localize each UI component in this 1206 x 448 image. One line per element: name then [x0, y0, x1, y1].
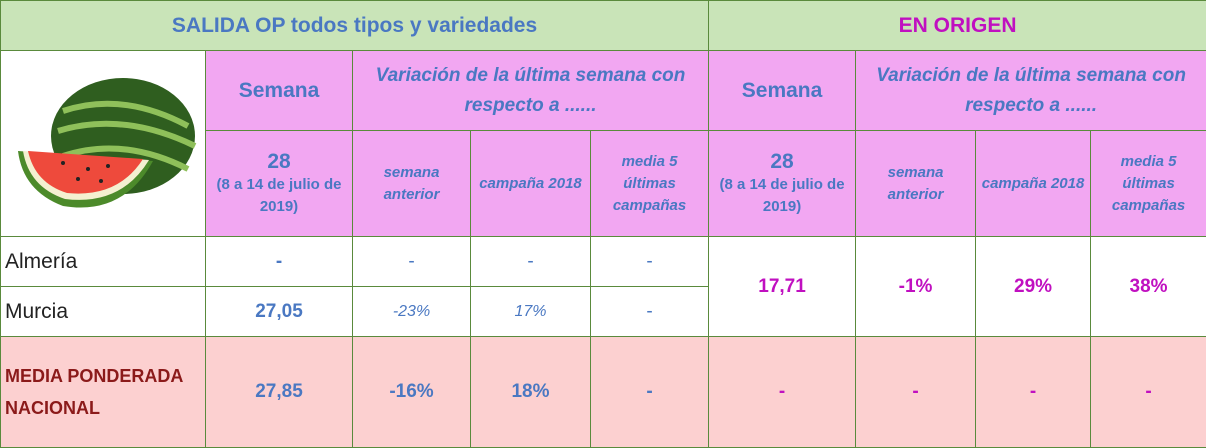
cell: - — [471, 237, 591, 287]
origin-cell: - — [976, 337, 1091, 448]
origin-cell: - — [856, 337, 976, 448]
right-title: EN ORIGEN — [709, 1, 1206, 51]
row-label: Almería — [1, 237, 206, 287]
cell: 27,05 — [206, 287, 353, 337]
row-media: MEDIA PONDERADA NACIONAL 27,85 -16% 18% … — [1, 337, 1206, 448]
variation-header: Variación de la última semana con respec… — [856, 51, 1206, 131]
sub-header: media 5 últimas campañas — [591, 131, 709, 237]
cell: -16% — [353, 337, 471, 448]
cell: 27,85 — [206, 337, 353, 448]
week-cell: 28(8 a 14 de julio de 2019) — [709, 131, 856, 237]
cell: - — [591, 337, 709, 448]
week-header: Semana — [709, 51, 856, 131]
cell: - — [353, 237, 471, 287]
cell: - — [206, 237, 353, 287]
origin-cell: - — [709, 337, 856, 448]
image-cell — [1, 51, 206, 237]
title-row: SALIDA OP todos tipos y variedades EN OR… — [1, 1, 1206, 51]
origin-cell: - — [1091, 337, 1206, 448]
week-number: 28 — [713, 150, 851, 174]
week-number: 28 — [210, 150, 348, 174]
sub-header: campaña 2018 — [976, 131, 1091, 237]
sub-header: semana anterior — [353, 131, 471, 237]
header-row: Semana Variación de la última semana con… — [1, 51, 1206, 131]
watermelon-image — [3, 51, 203, 231]
row-almeria: Almería - - - - 17,71 -1% 29% 38% — [1, 237, 1206, 287]
cell: 17% — [471, 287, 591, 337]
cell: - — [591, 237, 709, 287]
week-dates: (8 a 14 de julio de 2019) — [210, 174, 348, 218]
week-header: Semana — [206, 51, 353, 131]
row-label: Murcia — [1, 287, 206, 337]
left-title: SALIDA OP todos tipos y variedades — [1, 1, 709, 51]
cell: 18% — [471, 337, 591, 448]
sub-header: campaña 2018 — [471, 131, 591, 237]
origin-cell: 17,71 — [709, 237, 856, 337]
sub-header: media 5 últimas campañas — [1091, 131, 1206, 237]
cell: -23% — [353, 287, 471, 337]
week-cell: 28(8 a 14 de julio de 2019) — [206, 131, 353, 237]
origin-cell: -1% — [856, 237, 976, 337]
row-label: MEDIA PONDERADA NACIONAL — [1, 337, 206, 448]
cell: - — [591, 287, 709, 337]
variation-header: Variación de la última semana con respec… — [353, 51, 709, 131]
origin-cell: 29% — [976, 237, 1091, 337]
origin-cell: 38% — [1091, 237, 1206, 337]
sub-header: semana anterior — [856, 131, 976, 237]
week-dates: (8 a 14 de julio de 2019) — [713, 174, 851, 218]
